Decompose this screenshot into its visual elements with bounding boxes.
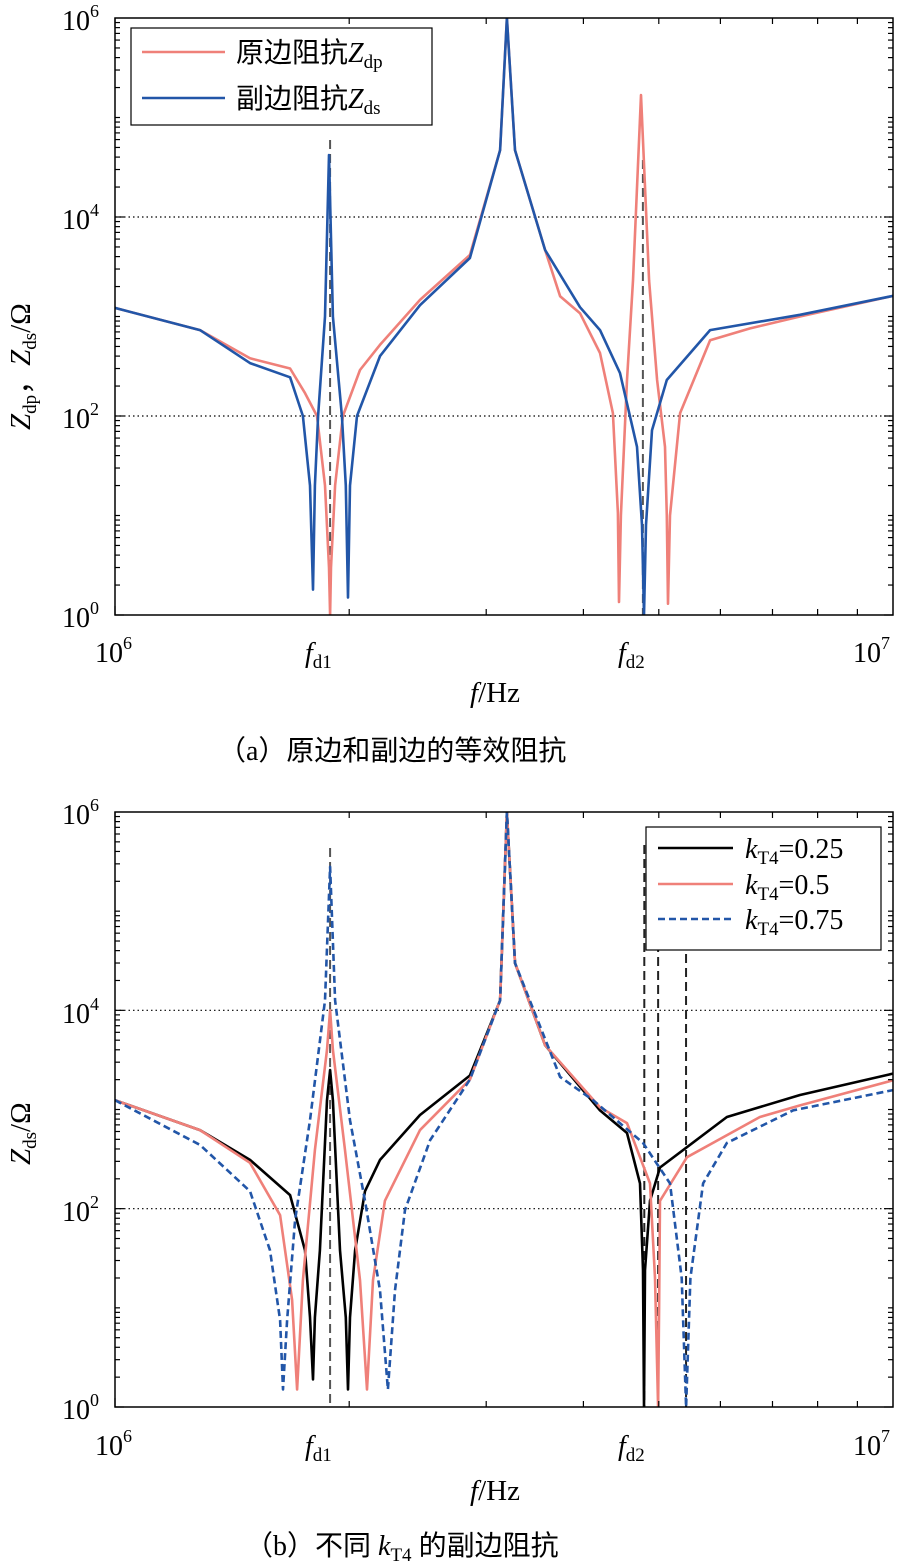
plot-b: 100 102 104 106 106 fd1 fd2 107 f/Hz Zds… (5, 795, 894, 1566)
x-tick-label: 106 (95, 1426, 132, 1462)
caption: （a）原边和副边的等效阻抗 (218, 735, 566, 767)
series-line-2 (115, 812, 893, 1407)
legend-label: 副边阻抗Zds (236, 83, 381, 119)
x-axis-label: f/Hz (470, 1475, 520, 1507)
y-tick-label: 106 (62, 1, 99, 37)
x-tick-label: fd1 (305, 1431, 332, 1466)
y-tick-label: 102 (62, 399, 99, 435)
x-tick-label: fd2 (618, 638, 645, 673)
y-axis-label: Zds/Ω (5, 1102, 41, 1165)
series-line-1 (115, 812, 893, 1407)
plot-frame (114, 811, 894, 1408)
x-tick-label: fd2 (618, 1431, 645, 1466)
y-tick-labels: 100 102 104 106 (62, 1, 99, 634)
plot-a: 100 102 104 106 106 fd1 fd2 107 f/Hz Zdp… (5, 1, 894, 767)
y-tick-labels: 100 102 104 106 (62, 795, 99, 1426)
x-tick-label: 107 (853, 633, 890, 669)
x-axis-label: f/Hz (470, 677, 520, 709)
series-line-3 (115, 812, 893, 1407)
y-axis-label: Zdp，Zds/Ω (5, 303, 41, 430)
legend-label: kT4=0.75 (745, 905, 843, 940)
legend-label: kT4=0.25 (745, 834, 843, 869)
y-tick-label: 100 (62, 1390, 99, 1426)
series-line-2 (115, 18, 893, 615)
y-tick-label: 100 (62, 598, 99, 634)
plot-frame (114, 17, 894, 616)
series-group (115, 812, 893, 1407)
legend: kT4=0.25 kT4=0.5 kT4=0.75 (645, 826, 882, 951)
x-tick-label: 106 (95, 633, 132, 669)
frequency-markers (329, 140, 644, 615)
x-tick-labels: 106 fd1 fd2 107 (95, 1426, 890, 1466)
y-tick-label: 104 (62, 994, 99, 1030)
y-tick-label: 104 (62, 200, 99, 236)
legend-label: kT4=0.5 (745, 870, 829, 905)
series-line-1 (115, 18, 893, 615)
gridlines (115, 1009, 893, 1210)
series-group (115, 18, 893, 615)
x-tick-label: 107 (853, 1426, 890, 1462)
legend-box (130, 27, 433, 126)
legend-label: 原边阻抗Zdp (236, 37, 383, 73)
frequency-markers (329, 845, 688, 1407)
legend: 原边阻抗Zdp 副边阻抗Zds (130, 27, 433, 126)
gridlines (115, 216, 893, 417)
y-tick-label: 106 (62, 795, 99, 831)
x-tick-label: fd1 (305, 638, 332, 673)
x-tick-labels: 106 fd1 fd2 107 (95, 633, 890, 673)
caption: （b）不同 kT4 的副边阻抗 (245, 1530, 559, 1566)
y-tick-label: 102 (62, 1192, 99, 1228)
